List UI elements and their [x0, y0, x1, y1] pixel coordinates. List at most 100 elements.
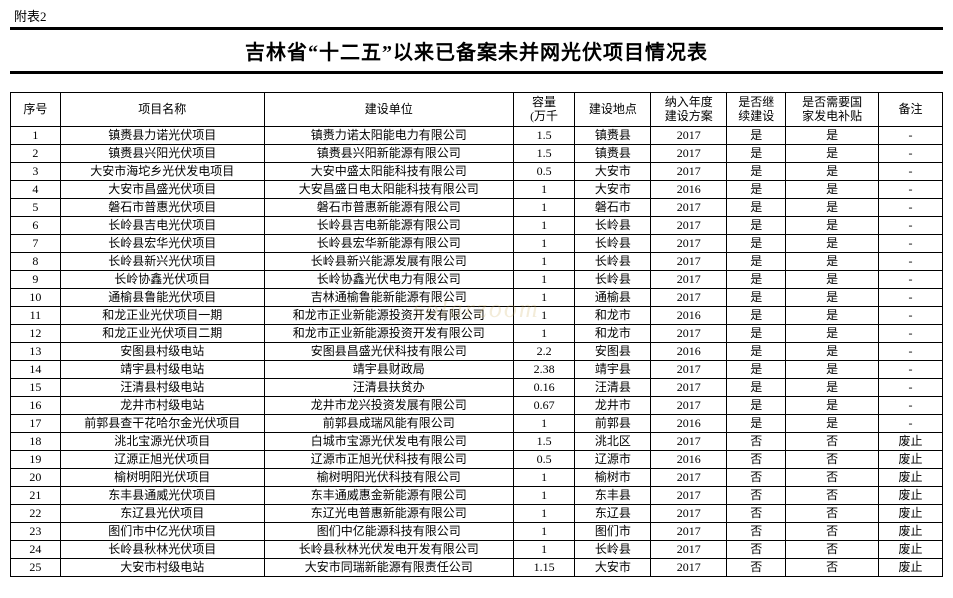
table-cell: 东丰通威惠金新能源有限公司 — [264, 487, 513, 505]
table-cell: 否 — [727, 487, 786, 505]
table-cell: 9 — [11, 271, 61, 289]
table-cell: 是 — [786, 343, 878, 361]
table-cell: 大安市村级电站 — [60, 559, 264, 577]
table-cell: 否 — [786, 559, 878, 577]
table-cell: 1 — [513, 487, 575, 505]
table-cell: 是 — [727, 127, 786, 145]
table-cell: 2017 — [651, 397, 727, 415]
col-header: 备注 — [878, 93, 942, 127]
table-cell: 2017 — [651, 541, 727, 559]
table-row: 22东辽县光伏项目东辽光电普惠新能源有限公司1东辽县2017否否废止 — [11, 505, 943, 523]
table-cell: 是 — [727, 253, 786, 271]
col-header: 纳入年度 建设方案 — [651, 93, 727, 127]
table-cell: - — [878, 253, 942, 271]
table-cell: 是 — [786, 289, 878, 307]
table-cell: 东辽县 — [575, 505, 651, 523]
table-row: 2镇赉县兴阳光伏项目镇赉县兴阳新能源有限公司1.5镇赉县2017是是- — [11, 145, 943, 163]
table-row: 3大安市海坨乡光伏发电项目大安中盛太阳能科技有限公司0.5大安市2017是是- — [11, 163, 943, 181]
table-cell: 是 — [786, 127, 878, 145]
table-cell: 废止 — [878, 469, 942, 487]
table-cell: 龙井市 — [575, 397, 651, 415]
table-cell: 23 — [11, 523, 61, 541]
table-cell: 8 — [11, 253, 61, 271]
table-cell: - — [878, 325, 942, 343]
table-cell: 东丰县 — [575, 487, 651, 505]
table-cell: 龙井市村级电站 — [60, 397, 264, 415]
table-cell: 2017 — [651, 523, 727, 541]
table-cell: 和龙正业光伏项目二期 — [60, 325, 264, 343]
table-row: 18洮北宝源光伏项目白城市宝源光伏发电有限公司1.5洮北区2017否否废止 — [11, 433, 943, 451]
data-table: 序号项目名称建设单位容量 (万千建设地点纳入年度 建设方案是否继 续建设是否需要… — [10, 92, 943, 577]
table-cell: 榆树市 — [575, 469, 651, 487]
table-cell: 是 — [786, 163, 878, 181]
table-cell: 长岭县 — [575, 541, 651, 559]
table-cell: 22 — [11, 505, 61, 523]
table-cell: 是 — [786, 199, 878, 217]
table-cell: - — [878, 235, 942, 253]
table-cell: - — [878, 289, 942, 307]
table-cell: 废止 — [878, 433, 942, 451]
table-cell: 东辽县光伏项目 — [60, 505, 264, 523]
table-cell: 是 — [727, 397, 786, 415]
table-cell: 17 — [11, 415, 61, 433]
table-cell: 2017 — [651, 361, 727, 379]
table-cell: 长岭县 — [575, 217, 651, 235]
table-cell: 图们市 — [575, 523, 651, 541]
table-cell: 和龙市 — [575, 307, 651, 325]
table-cell: 是 — [786, 379, 878, 397]
table-cell: 镇赉县 — [575, 145, 651, 163]
table-cell: 是 — [786, 217, 878, 235]
table-cell: 否 — [727, 523, 786, 541]
table-cell: 是 — [727, 145, 786, 163]
table-cell: 镇赉县 — [575, 127, 651, 145]
table-cell: 0.5 — [513, 451, 575, 469]
table-cell: 榆树明阳光伏科技有限公司 — [264, 469, 513, 487]
table-row: 4大安市昌盛光伏项目大安昌盛日电太阳能科技有限公司1大安市2016是是- — [11, 181, 943, 199]
table-cell: 0.5 — [513, 163, 575, 181]
table-cell: 废止 — [878, 541, 942, 559]
table-cell: 和龙市 — [575, 325, 651, 343]
table-row: 13安图县村级电站安图县昌盛光伏科技有限公司2.2安图县2016是是- — [11, 343, 943, 361]
table-cell: 长岭县宏华新能源有限公司 — [264, 235, 513, 253]
table-cell: 辽源市正旭光伏科技有限公司 — [264, 451, 513, 469]
table-cell: 否 — [727, 559, 786, 577]
table-cell: 长岭县吉电新能源有限公司 — [264, 217, 513, 235]
table-cell: 废止 — [878, 523, 942, 541]
table-cell: 安图县村级电站 — [60, 343, 264, 361]
table-cell: 2 — [11, 145, 61, 163]
col-header: 建设单位 — [264, 93, 513, 127]
table-cell: 6 — [11, 217, 61, 235]
table-cell: 否 — [727, 433, 786, 451]
table-cell: 1 — [513, 523, 575, 541]
table-cell: 靖宇县村级电站 — [60, 361, 264, 379]
table-cell: - — [878, 379, 942, 397]
table-cell: 是 — [727, 235, 786, 253]
table-row: 24长岭县秋林光伏项目长岭县秋林光伏发电开发有限公司1长岭县2017否否废止 — [11, 541, 943, 559]
table-cell: 废止 — [878, 559, 942, 577]
table-row: 23图们市中亿光伏项目图们中亿能源科技有限公司1图们市2017否否废止 — [11, 523, 943, 541]
table-cell: 汪清县村级电站 — [60, 379, 264, 397]
table-cell: 2017 — [651, 235, 727, 253]
table-cell: - — [878, 127, 942, 145]
table-cell: 2017 — [651, 199, 727, 217]
table-cell: 2017 — [651, 487, 727, 505]
table-header-row: 序号项目名称建设单位容量 (万千建设地点纳入年度 建设方案是否继 续建设是否需要… — [11, 93, 943, 127]
table-cell: 长岭县吉电光伏项目 — [60, 217, 264, 235]
table-cell: 2017 — [651, 271, 727, 289]
table-cell: 2.2 — [513, 343, 575, 361]
table-row: 1镇赉县力诺光伏项目镇赉力诺太阳能电力有限公司1.5镇赉县2017是是- — [11, 127, 943, 145]
table-cell: 20 — [11, 469, 61, 487]
table-cell: 洮北宝源光伏项目 — [60, 433, 264, 451]
table-cell: 东辽光电普惠新能源有限公司 — [264, 505, 513, 523]
table-cell: 1 — [513, 307, 575, 325]
table-cell: 长岭协鑫光伏项目 — [60, 271, 264, 289]
table-cell: 长岭县秋林光伏发电开发有限公司 — [264, 541, 513, 559]
table-cell: 1 — [513, 181, 575, 199]
table-cell: 长岭县宏华光伏项目 — [60, 235, 264, 253]
table-cell: - — [878, 361, 942, 379]
table-cell: - — [878, 397, 942, 415]
table-row: 17前郭县查干花哈尔金光伏项目前郭县成瑞风能有限公司1前郭县2016是是- — [11, 415, 943, 433]
page-title: 吉林省“十二五”以来已备案未并网光伏项目情况表 — [245, 42, 708, 64]
table-cell: 安图县 — [575, 343, 651, 361]
table-row: 6长岭县吉电光伏项目长岭县吉电新能源有限公司1长岭县2017是是- — [11, 217, 943, 235]
